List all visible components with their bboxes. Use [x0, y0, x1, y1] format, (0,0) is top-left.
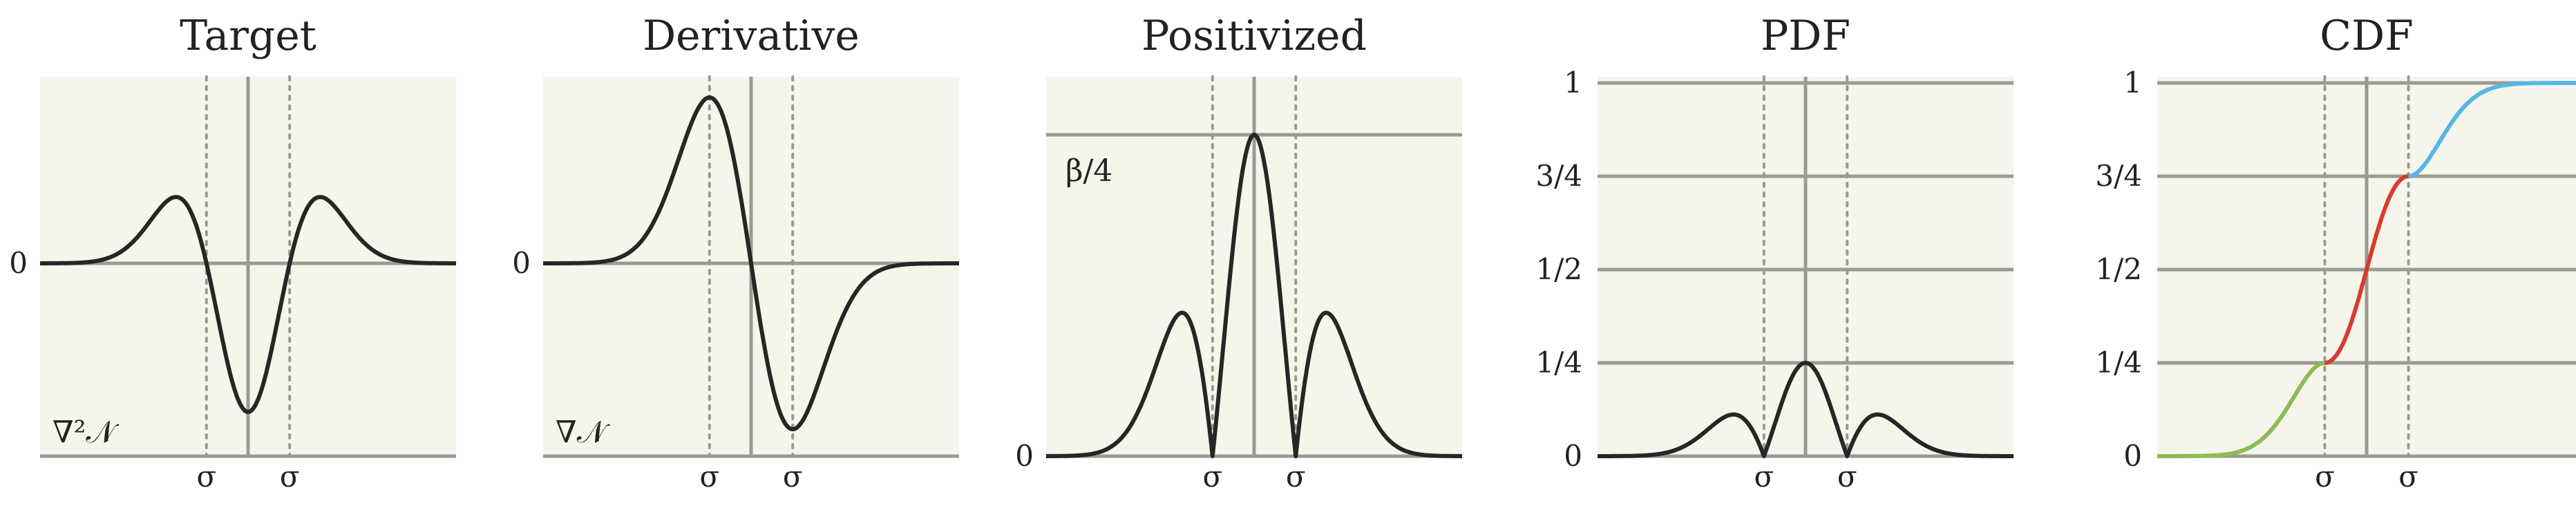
x-tick-label-sigma: σ: [783, 460, 803, 494]
panel-5: CDF 0 1/4 1/2 3/4 1 σ σ: [2095, 12, 2576, 494]
y-tick-label: 1/2: [1535, 252, 1582, 286]
curve-series: [1596, 361, 2015, 458]
x-tick-label-sigma: σ: [2398, 460, 2418, 494]
curve-series: [39, 195, 457, 414]
panel-1: Target 0 σ σ ∇²𝒩: [9, 12, 457, 494]
y-tick-label: 1/4: [2095, 346, 2142, 379]
x-tick-label-sigma: σ: [2315, 460, 2335, 494]
cdf-segment-2: [2322, 174, 2411, 365]
y-tick-label: 0: [512, 246, 531, 280]
chart-title: Target: [180, 12, 316, 60]
curve-series: [542, 95, 960, 431]
y-tick-label: 0: [9, 246, 28, 280]
y-tick-label: 0: [1015, 439, 1034, 473]
x-tick-label-sigma: σ: [1286, 460, 1306, 494]
x-tick-label-sigma: σ: [699, 460, 719, 494]
chart-title: CDF: [2320, 12, 2414, 60]
y-tick-label: 1: [1564, 66, 1582, 100]
y-tick-label: 0: [2123, 439, 2142, 473]
y-tick-label: 3/4: [1535, 159, 1582, 193]
y-tick-label: 1: [2123, 66, 2142, 100]
y-tick-label: 1/4: [1535, 346, 1582, 379]
chart-title: Derivative: [643, 12, 860, 60]
x-tick-label-sigma: σ: [1837, 460, 1857, 494]
y-tick-label: 3/4: [2095, 159, 2142, 193]
x-tick-label-sigma: σ: [196, 460, 216, 494]
chart-title: PDF: [1761, 12, 1850, 60]
cdf-segment-1: [2155, 361, 2327, 458]
panel-annotation: ∇²𝒩: [53, 415, 119, 450]
panel-annotation: β/4: [1066, 153, 1112, 189]
x-tick-label-sigma: σ: [1202, 460, 1222, 494]
x-tick-label-sigma: σ: [1754, 460, 1774, 494]
panel-2: Derivative 0 σ σ ∇𝒩: [512, 12, 960, 494]
panel-4: PDF 0 1/4 1/2 3/4 1 σ σ: [1535, 12, 2015, 494]
y-tick-label: 1/2: [2095, 252, 2142, 286]
panel-3: Positivized 0 σ σ β/4: [1015, 12, 1464, 494]
x-tick-label-sigma: σ: [280, 460, 300, 494]
chart-title: Positivized: [1142, 12, 1367, 60]
panel-annotation: ∇𝒩: [556, 415, 610, 450]
cdf-segment-3: [2406, 81, 2576, 178]
curve-series: [1045, 133, 1464, 458]
y-tick-label: 0: [1564, 439, 1582, 473]
